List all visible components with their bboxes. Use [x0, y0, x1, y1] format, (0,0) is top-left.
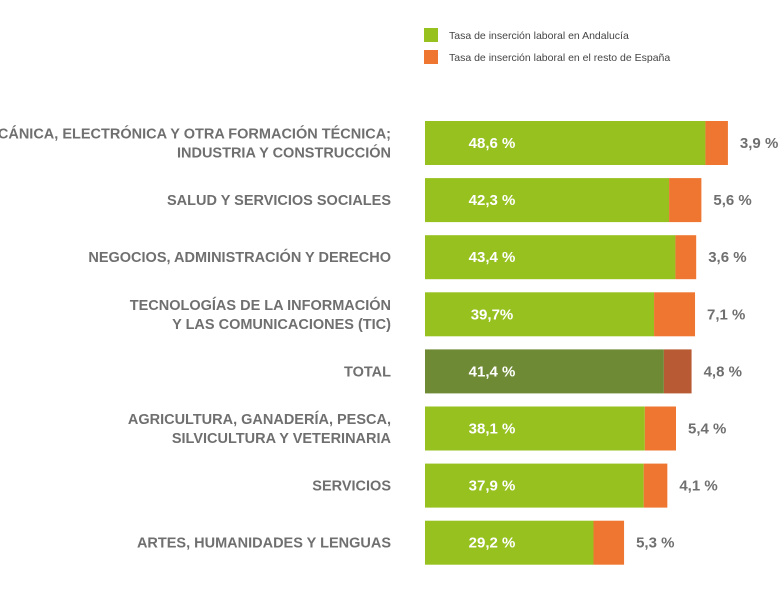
bars: [425, 121, 728, 565]
category-labels: MECÁNICA, ELECTRÓNICA Y OTRA FORMACIÓN T…: [0, 125, 392, 552]
legend: Tasa de inserción laboral en Andalucía Ta…: [424, 28, 670, 64]
value-label-resto-espana: 5,4 %: [688, 421, 726, 438]
category-label: SALUD Y SERVICIOS SOCIALES: [167, 193, 391, 209]
value-label-andalucia: 41,4 %: [469, 363, 516, 380]
value-label-resto-espana: 3,6 %: [708, 249, 746, 266]
bar-andalucia: [425, 235, 676, 280]
value-label-resto-espana: 4,8 %: [704, 363, 742, 380]
legend-label-1: Tasa de inserción laboral en Andalucía: [449, 30, 629, 42]
bar-resto-espana: [654, 292, 696, 337]
bar-andalucia: [425, 292, 655, 337]
value-label-resto-espana: 3,9 %: [740, 135, 778, 152]
category-label: TOTAL: [344, 364, 391, 380]
bar-resto-espana: [643, 463, 668, 508]
category-label: SILVICULTURA Y VETERINARIA: [172, 431, 392, 447]
value-label-resto-espana: 5,6 %: [713, 192, 751, 209]
legend-swatch-2: [424, 50, 438, 64]
bar-andalucia: [425, 406, 645, 451]
legend-swatch-1: [424, 28, 438, 42]
bar-andalucia: [425, 121, 706, 165]
value-label-andalucia: 38,1 %: [469, 421, 516, 438]
value-label-andalucia: 29,2 %: [469, 535, 516, 552]
value-label-andalucia: 39,7%: [471, 306, 514, 323]
bar-andalucia: [425, 178, 670, 223]
value-label-resto-espana: 4,1 %: [679, 478, 717, 495]
value-labels: 48,6 % 3,9 % 42,3 % 5,6 % 43,4 % 3,6 % 39,7% 7,…: [469, 135, 779, 552]
bar-resto-espana: [675, 235, 697, 280]
category-label: TECNOLOGÍAS DE LA INFORMACIÓN: [130, 296, 391, 314]
value-label-andalucia: 42,3 %: [469, 192, 516, 209]
bar-resto-espana: [593, 520, 625, 565]
value-label-andalucia: 48,6 %: [469, 135, 516, 152]
category-label: INDUSTRIA Y CONSTRUCCIÓN: [177, 144, 391, 162]
bar-andalucia: [425, 463, 644, 508]
value-label-andalucia: 37,9 %: [469, 478, 516, 495]
category-label: SERVICIOS: [312, 479, 391, 495]
category-label: MECÁNICA, ELECTRÓNICA Y OTRA FORMACIÓN T…: [0, 125, 391, 143]
bar-andalucia: [425, 520, 594, 565]
category-label: NEGOCIOS, ADMINISTRACIÓN Y DERECHO: [88, 248, 391, 266]
bar-resto-espana: [663, 349, 692, 394]
bar-resto-espana: [644, 406, 676, 451]
legend-label-2: Tasa de inserción laboral en el resto de…: [449, 52, 670, 64]
category-label: ARTES, HUMANIDADES Y LENGUAS: [137, 536, 391, 552]
value-label-resto-espana: 7,1 %: [707, 306, 745, 323]
value-label-andalucia: 43,4 %: [469, 249, 516, 266]
value-label-resto-espana: 5,3 %: [636, 535, 674, 552]
category-label: AGRICULTURA, GANADERÍA, PESCA,: [128, 411, 391, 428]
bar-resto-espana: [705, 121, 728, 165]
category-label: Y LAS COMUNICACIONES (TIC): [172, 317, 391, 333]
bar-resto-espana: [669, 178, 702, 223]
bar-andalucia: [425, 349, 664, 394]
